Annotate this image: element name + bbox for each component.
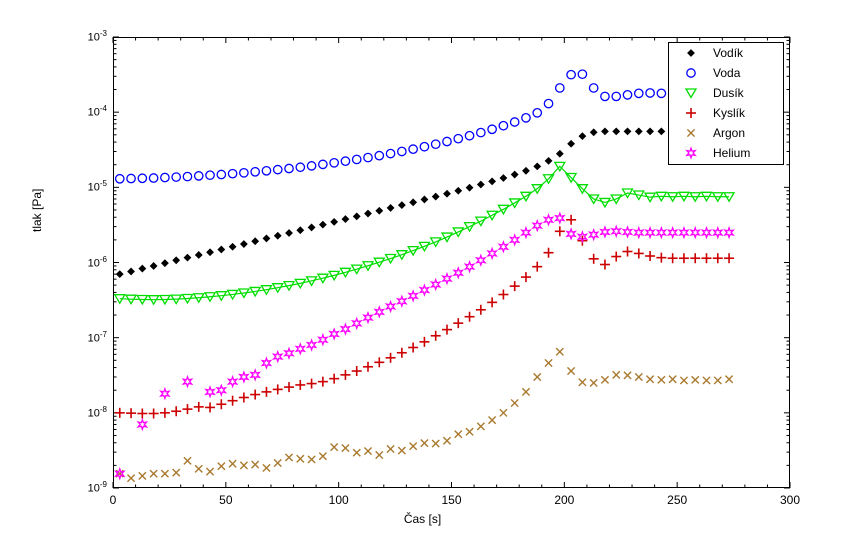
legend-item-dusk[interactable]: Dusík: [669, 83, 783, 103]
x-axis-title: Čas [s]: [403, 512, 442, 526]
plus-marker-icon: [669, 103, 713, 123]
legend-item-voda[interactable]: Voda: [669, 63, 783, 83]
x-tick-label: 100: [328, 493, 349, 507]
legend-item-label: Dusík: [713, 86, 744, 100]
x-tick-label: 200: [554, 493, 575, 507]
legend-item-label: Helium: [713, 146, 751, 160]
circle-marker-icon: [669, 63, 713, 83]
y-tick-label: 10-6: [87, 254, 107, 270]
y-tick-label: 10-8: [87, 404, 107, 420]
cross-marker-icon: [669, 123, 713, 143]
y-tick-label: 10-9: [87, 480, 107, 495]
x-tick-label: 300: [779, 493, 801, 507]
legend-item-label: Vodík: [713, 46, 744, 60]
legend-item-argon[interactable]: Argon: [669, 123, 783, 143]
series-voda: [114, 69, 734, 184]
series-helium: [113, 211, 735, 481]
hexstar-marker-icon: [669, 143, 713, 163]
y-tick-label: 10-4: [87, 104, 107, 119]
legend-item-kyslk[interactable]: Kyslík: [669, 103, 783, 123]
y-tick-label: 10-3: [87, 29, 107, 44]
x-tick-label: 150: [441, 493, 462, 507]
legend-item-label: Argon: [713, 126, 746, 140]
legend-item-helium[interactable]: Helium: [669, 143, 783, 163]
legend-box[interactable]: Vodík Voda Dusík Kyslík Argon Helium: [668, 42, 784, 165]
legend-item-vodk[interactable]: Vodík: [669, 43, 783, 63]
series-vodk: [115, 127, 733, 279]
series-argon: [115, 347, 734, 483]
series-kyslk: [114, 214, 735, 419]
x-tick-label: 0: [109, 493, 117, 507]
y-tick-label: 10-7: [87, 329, 107, 345]
triangle-down-marker-icon: [669, 83, 713, 103]
y-axis-title: tlak [Pa]: [30, 188, 44, 232]
x-tick-label: 50: [219, 493, 233, 507]
diamond-marker-icon: [669, 43, 713, 63]
legend-item-label: Voda: [713, 66, 741, 80]
y-tick-label: 10-5: [87, 179, 107, 194]
legend-item-label: Kyslík: [713, 106, 746, 120]
series-dusk: [113, 161, 736, 306]
x-tick-label: 250: [667, 493, 688, 507]
